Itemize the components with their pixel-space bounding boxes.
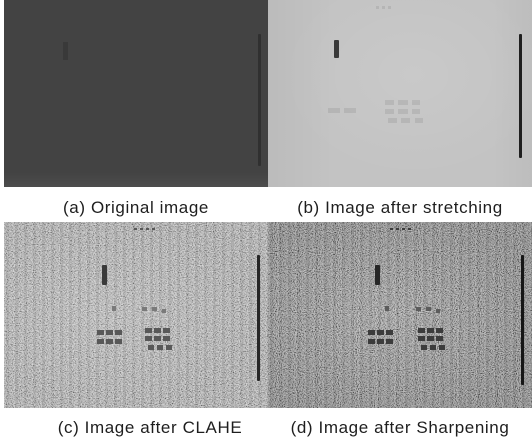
target-pattern <box>4 222 268 408</box>
pattern-block <box>166 345 172 350</box>
pattern-block <box>388 118 397 123</box>
pattern-block <box>97 339 104 344</box>
target-pattern <box>268 222 532 408</box>
vertical-stripes <box>268 222 532 408</box>
pattern-block <box>390 228 393 230</box>
panel-c-clahe-image <box>4 222 268 408</box>
pattern-block <box>388 6 391 9</box>
pattern-block <box>386 330 393 335</box>
pattern-block <box>148 345 154 350</box>
pattern-block <box>426 307 431 311</box>
pattern-block <box>157 345 163 350</box>
pattern-block <box>408 228 411 230</box>
pattern-block <box>386 339 393 344</box>
target-pattern <box>268 0 532 187</box>
pattern-block <box>398 100 408 105</box>
pattern-block <box>106 330 113 335</box>
pattern-block <box>412 109 420 114</box>
pattern-block <box>145 336 152 341</box>
pattern-block <box>412 100 420 105</box>
rod-line <box>521 255 524 385</box>
pattern-block <box>377 339 384 344</box>
pattern-block <box>115 330 122 335</box>
pattern-block <box>112 306 116 311</box>
pattern-block <box>398 109 408 114</box>
noise-texture <box>268 222 532 408</box>
panel-d-shading <box>268 222 532 408</box>
pattern-block <box>115 339 122 344</box>
pattern-block <box>154 336 161 341</box>
pattern-block <box>396 228 399 230</box>
rod-line <box>258 34 261 166</box>
pattern-block <box>106 339 113 344</box>
panel-a-original-image <box>4 0 268 187</box>
pattern-block <box>385 109 394 114</box>
pattern-block <box>418 336 425 341</box>
pattern-block <box>152 228 155 230</box>
pattern-block <box>146 228 149 230</box>
panel-d-sharpened-image <box>268 222 532 408</box>
pattern-block <box>163 328 170 333</box>
pattern-block <box>385 306 389 311</box>
caption-c: (c) Image after CLAHE <box>57 418 243 437</box>
pattern-block <box>368 330 375 335</box>
vertical-marker <box>63 42 68 60</box>
pattern-block <box>344 108 356 113</box>
pattern-block <box>427 336 434 341</box>
pattern-block <box>152 307 157 311</box>
pattern-block <box>385 100 394 105</box>
pattern-block <box>142 307 147 311</box>
pattern-block <box>418 328 425 333</box>
pattern-block <box>430 345 436 350</box>
noise-texture <box>4 222 268 408</box>
panel-b-shading <box>268 0 532 187</box>
pattern-block <box>162 309 166 313</box>
rod-line <box>257 255 260 381</box>
pattern-block <box>401 118 410 123</box>
pattern-block <box>439 345 445 350</box>
pattern-block <box>415 118 423 123</box>
pattern-block <box>416 307 421 311</box>
pattern-block <box>163 336 170 341</box>
pattern-block <box>436 328 443 333</box>
pattern-block <box>376 6 379 9</box>
pattern-block <box>436 309 440 313</box>
caption-a: (a) Original image <box>63 198 209 217</box>
pattern-block <box>421 345 427 350</box>
pattern-block <box>377 330 384 335</box>
vertical-stripes <box>4 222 268 408</box>
panel-b-stretched-image <box>268 0 532 187</box>
caption-b: (b) Image after stretching <box>297 198 503 217</box>
pattern-block <box>427 328 434 333</box>
pattern-block <box>134 228 137 230</box>
panel-c-shading <box>4 222 268 408</box>
pattern-block <box>328 108 340 113</box>
pattern-block <box>97 330 104 335</box>
pattern-block <box>140 228 143 230</box>
pattern-block <box>368 339 375 344</box>
pattern-block <box>145 328 152 333</box>
vertical-marker <box>375 265 380 285</box>
vertical-marker <box>102 265 107 285</box>
rod-line <box>519 34 522 158</box>
caption-d: (d) Image after Sharpening <box>290 418 510 437</box>
pattern-block <box>436 336 443 341</box>
pattern-block <box>382 6 385 9</box>
pattern-block <box>154 328 161 333</box>
panel-a-shading <box>4 0 268 187</box>
pattern-block <box>402 228 405 230</box>
vertical-marker <box>334 40 339 58</box>
